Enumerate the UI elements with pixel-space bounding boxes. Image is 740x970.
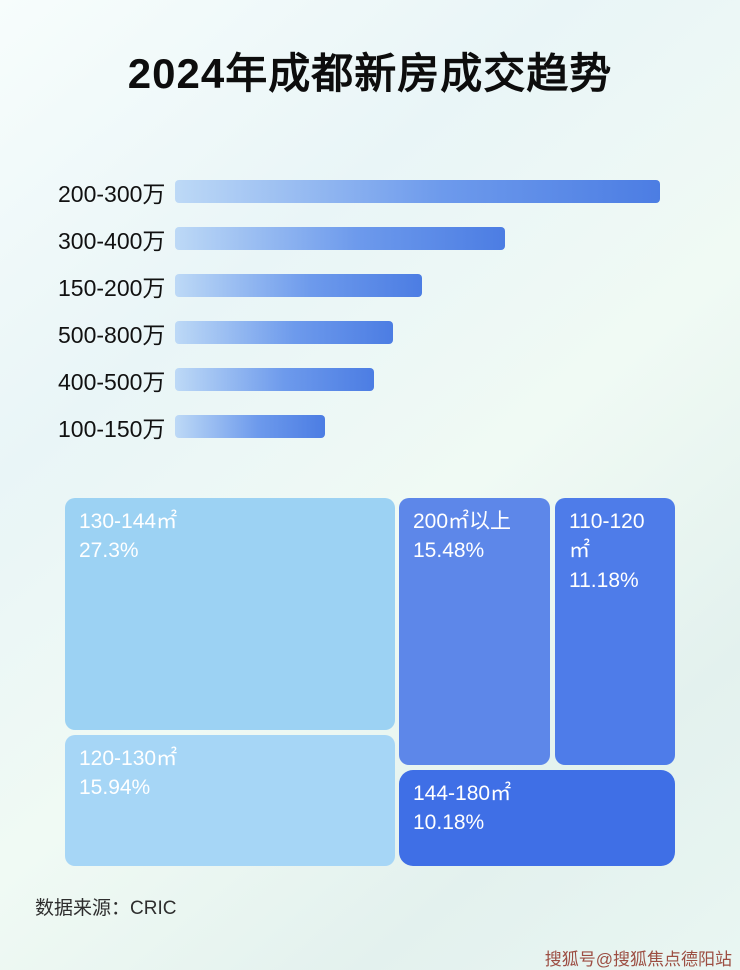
- treemap-block-value: 10.18%: [413, 811, 485, 835]
- bar-category-label: 200-300万: [58, 180, 166, 207]
- area-share-treemap: 130-144㎡ 27.3% 200㎡以上 15.48% 110-120㎡ 11…: [65, 498, 675, 866]
- treemap-block-value: 11.18%: [569, 568, 639, 592]
- bar-track: [175, 368, 660, 391]
- bar-track: [175, 227, 660, 250]
- treemap-block-label: 144-180㎡: [413, 782, 512, 805]
- bar-track: [175, 415, 660, 438]
- price-band-bar-chart: 200-300万 300-400万 150-200万 500-800万 400-…: [58, 180, 720, 462]
- treemap-block: 120-130㎡ 15.94%: [65, 735, 395, 866]
- bar-category-label: 100-150万: [58, 415, 166, 442]
- treemap-block: 130-144㎡ 27.3%: [65, 498, 395, 730]
- treemap-block-value: 15.94%: [79, 776, 151, 800]
- treemap-block-value: 15.48%: [413, 539, 485, 563]
- page-title: 2024年成都新房成交趋势: [127, 50, 613, 97]
- treemap-block-label: 200㎡以上: [413, 510, 512, 533]
- bar-fill: [175, 415, 326, 438]
- bar-row: 100-150万: [58, 415, 720, 442]
- bar-track: [175, 321, 660, 344]
- bar-track: [175, 180, 660, 203]
- treemap-block-label: 110-120㎡: [569, 510, 645, 563]
- treemap-block: 110-120㎡ 11.18%: [555, 498, 675, 765]
- treemap-block: 144-180㎡ 10.18%: [399, 770, 675, 866]
- bar-row: 400-500万: [58, 368, 720, 395]
- watermark: 搜狐号@搜狐焦点德阳站: [544, 950, 732, 969]
- treemap-block-value: 27.3%: [79, 539, 139, 563]
- bar-row: 150-200万: [58, 274, 720, 301]
- bar-row: 300-400万: [58, 227, 720, 254]
- bar-category-label: 500-800万: [58, 321, 166, 348]
- bar-fill: [175, 227, 505, 250]
- bar-fill: [175, 180, 660, 203]
- bar-track: [175, 274, 660, 297]
- bar-row: 200-300万: [58, 180, 720, 207]
- data-source-note: 数据来源：CRIC: [35, 898, 177, 919]
- bar-row: 500-800万: [58, 321, 720, 348]
- bar-category-label: 400-500万: [58, 368, 166, 395]
- bar-category-label: 150-200万: [58, 274, 166, 301]
- treemap-block-label: 130-144㎡: [79, 510, 178, 533]
- bar-fill: [175, 274, 423, 297]
- treemap-block-label: 120-130㎡: [79, 747, 178, 770]
- treemap-block: 200㎡以上 15.48%: [399, 498, 550, 765]
- bar-fill: [175, 368, 374, 391]
- bar-fill: [175, 321, 394, 344]
- bar-category-label: 300-400万: [58, 227, 166, 254]
